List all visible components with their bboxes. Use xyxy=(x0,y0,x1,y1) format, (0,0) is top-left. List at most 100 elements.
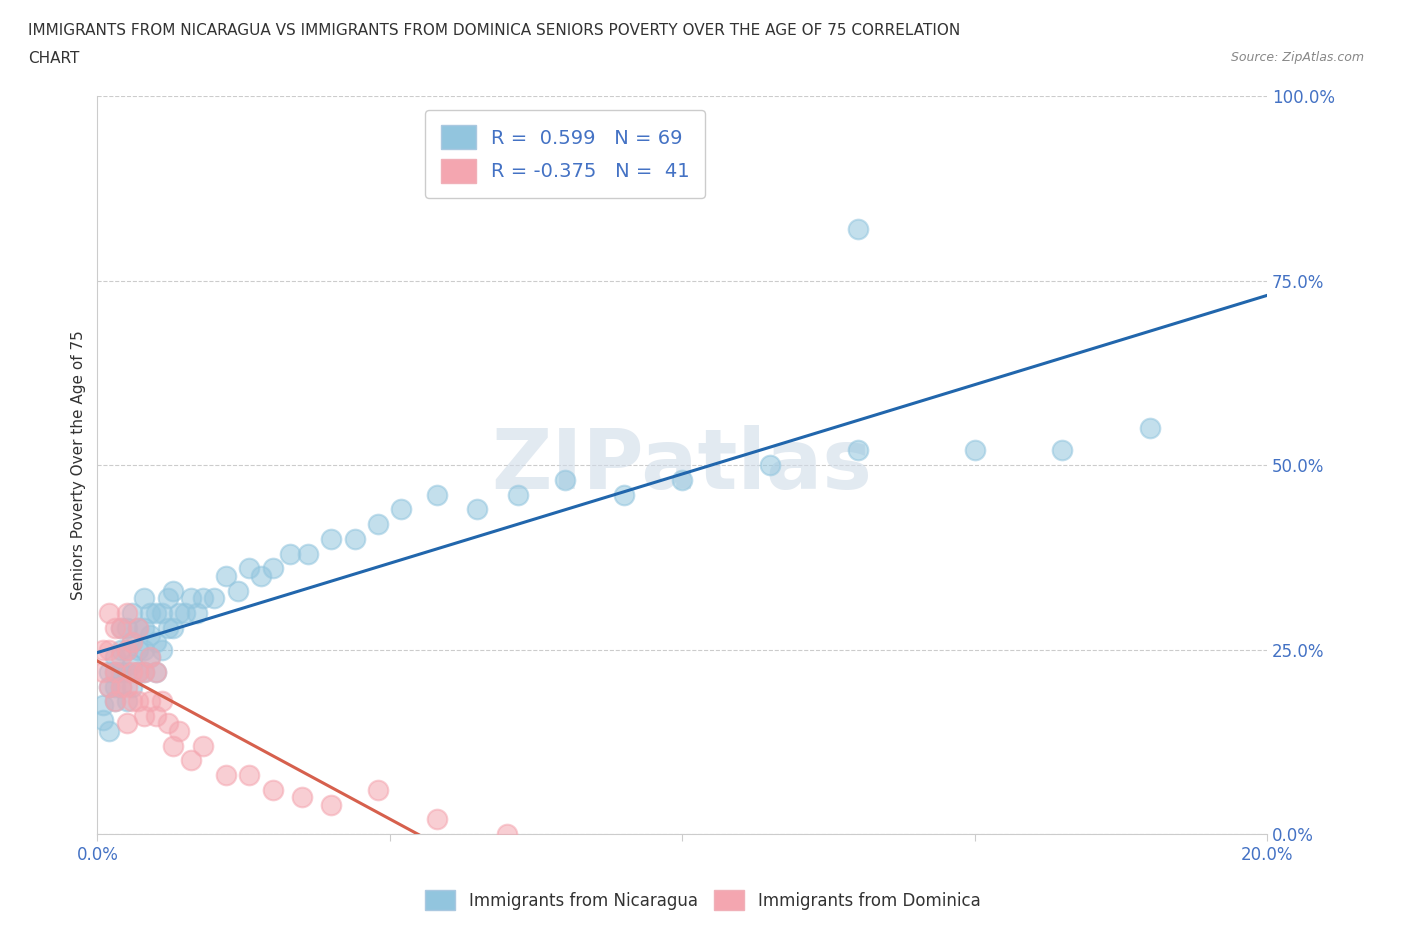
Point xyxy=(613,487,636,502)
Point xyxy=(150,643,173,658)
Point xyxy=(104,664,127,679)
Point xyxy=(127,664,149,679)
Point xyxy=(278,546,301,561)
Text: ZIPatlas: ZIPatlas xyxy=(492,425,873,506)
Point xyxy=(180,591,202,605)
Point xyxy=(238,561,260,576)
Point xyxy=(121,694,143,709)
Text: IMMIGRANTS FROM NICARAGUA VS IMMIGRANTS FROM DOMINICA SENIORS POVERTY OVER THE A: IMMIGRANTS FROM NICARAGUA VS IMMIGRANTS … xyxy=(28,23,960,38)
Point xyxy=(297,546,319,561)
Point xyxy=(91,643,114,658)
Point xyxy=(467,502,489,517)
Point xyxy=(139,694,162,709)
Point xyxy=(425,487,447,502)
Point xyxy=(127,694,149,709)
Point xyxy=(91,664,114,679)
Point xyxy=(191,738,214,753)
Point xyxy=(115,716,138,731)
Point xyxy=(262,561,284,576)
Point xyxy=(167,724,190,738)
Point xyxy=(321,532,343,547)
Point xyxy=(134,591,156,605)
Point xyxy=(134,643,156,658)
Point xyxy=(104,664,127,679)
Point xyxy=(104,694,127,709)
Point xyxy=(121,605,143,620)
Point xyxy=(98,605,121,620)
Legend: R =  0.599   N = 69, R = -0.375   N =  41: R = 0.599 N = 69, R = -0.375 N = 41 xyxy=(425,110,706,198)
Point xyxy=(391,502,413,517)
Point xyxy=(104,620,127,635)
Point xyxy=(162,738,184,753)
Point xyxy=(291,790,314,804)
Point xyxy=(156,716,179,731)
Point xyxy=(110,679,132,694)
Point xyxy=(127,620,149,635)
Point xyxy=(110,643,132,658)
Point xyxy=(104,649,127,664)
Point xyxy=(846,221,869,236)
Text: CHART: CHART xyxy=(28,51,80,66)
Point xyxy=(250,568,273,583)
Point xyxy=(134,709,156,724)
Point xyxy=(174,605,197,620)
Point xyxy=(215,568,238,583)
Point xyxy=(963,443,986,458)
Point xyxy=(127,620,149,635)
Point xyxy=(91,698,114,712)
Point xyxy=(508,487,530,502)
Point xyxy=(162,583,184,598)
Point xyxy=(98,643,121,658)
Point xyxy=(156,591,179,605)
Point xyxy=(671,472,693,487)
Point xyxy=(191,591,214,605)
Point xyxy=(121,664,143,679)
Point xyxy=(110,620,132,635)
Point xyxy=(759,458,782,472)
Point xyxy=(110,664,132,679)
Point xyxy=(115,679,138,694)
Point xyxy=(115,643,138,658)
Point xyxy=(104,694,127,709)
Point xyxy=(495,827,517,842)
Point xyxy=(121,679,143,694)
Point xyxy=(846,443,869,458)
Point xyxy=(115,664,138,679)
Point xyxy=(425,812,447,827)
Point xyxy=(145,664,167,679)
Point xyxy=(115,605,138,620)
Point xyxy=(162,620,184,635)
Point xyxy=(104,679,127,694)
Point xyxy=(121,635,143,650)
Y-axis label: Seniors Poverty Over the Age of 75: Seniors Poverty Over the Age of 75 xyxy=(72,330,86,600)
Point xyxy=(145,664,167,679)
Point xyxy=(121,657,143,671)
Point xyxy=(110,679,132,694)
Point xyxy=(134,664,156,679)
Point xyxy=(215,767,238,782)
Point xyxy=(139,649,162,664)
Point xyxy=(139,605,162,620)
Point xyxy=(134,620,156,635)
Point xyxy=(226,583,249,598)
Point xyxy=(367,517,389,532)
Point xyxy=(156,620,179,635)
Point xyxy=(262,782,284,797)
Point xyxy=(134,664,156,679)
Point xyxy=(150,605,173,620)
Point xyxy=(186,605,208,620)
Point xyxy=(343,532,366,547)
Point xyxy=(139,649,162,664)
Point xyxy=(1139,421,1161,436)
Text: Source: ZipAtlas.com: Source: ZipAtlas.com xyxy=(1230,51,1364,64)
Point xyxy=(121,635,143,650)
Point xyxy=(115,620,138,635)
Point xyxy=(150,694,173,709)
Point xyxy=(110,649,132,664)
Point xyxy=(127,643,149,658)
Point xyxy=(367,782,389,797)
Point xyxy=(321,797,343,812)
Point xyxy=(238,767,260,782)
Point xyxy=(145,635,167,650)
Point xyxy=(202,591,225,605)
